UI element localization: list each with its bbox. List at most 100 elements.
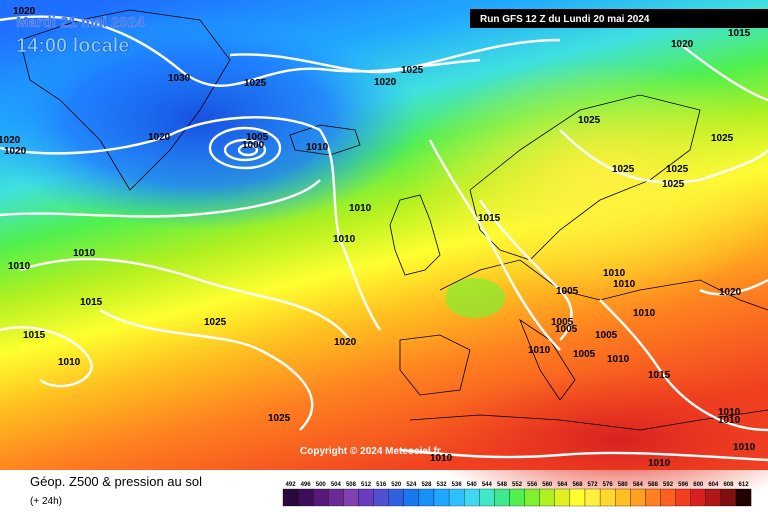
isobar-label: 1010	[607, 354, 630, 365]
color-swatch	[524, 488, 540, 507]
colorbar-label: 560	[542, 482, 553, 488]
colorbar-label: 540	[467, 482, 478, 488]
color-swatch	[403, 488, 420, 507]
colorbar-label: 524	[406, 482, 417, 488]
colorbar-label: 576	[603, 482, 614, 488]
colorbar-label: 548	[497, 482, 508, 488]
color-swatch	[554, 488, 571, 507]
color-swatch	[660, 488, 676, 507]
color-swatch	[418, 488, 435, 507]
run-label: Run GFS 12 Z du Lundi 20 mai 2024	[480, 14, 650, 25]
color-swatch	[705, 488, 722, 507]
colorbar-label: 508	[346, 482, 357, 488]
isobar-label: 1010	[8, 261, 31, 272]
isobar-label: 1015	[23, 330, 46, 341]
isobar-label: 1030	[168, 73, 191, 84]
isobar-label: 1020	[334, 337, 357, 348]
colorbar-label: 596	[678, 482, 689, 488]
colorbar-label: 520	[391, 482, 402, 488]
color-swatch	[448, 488, 465, 507]
colorbar-label: 496	[301, 482, 312, 488]
isobar-label: 1010	[73, 248, 96, 259]
color-swatch	[282, 488, 299, 507]
date-label: Mardi 21 mai 2024	[16, 14, 145, 31]
color-swatch	[464, 488, 480, 507]
colorbar-label: 584	[633, 482, 644, 488]
hot-area	[420, 370, 768, 510]
isobar-label: 1025	[401, 65, 424, 76]
color-swatch	[433, 488, 450, 507]
color-swatch	[297, 488, 314, 507]
color-swatch	[373, 488, 389, 507]
colorbar-label: 588	[648, 482, 659, 488]
isobar-label: 1010	[733, 442, 756, 453]
isobar-label: 1020	[374, 77, 397, 88]
isobar-label: 1010	[603, 268, 626, 279]
isobar-label: 1015	[728, 28, 751, 39]
isobar-labels: 1015 1020 1025 1020 1030 1025 1020 1020 1020 1020…	[0, 6, 756, 469]
isobar-label: 1010	[349, 203, 372, 214]
isobar-label: 1005	[555, 324, 578, 335]
color-swatch	[358, 488, 374, 507]
colorbar-label: 492	[286, 482, 297, 488]
isobar-label: 1010	[58, 357, 81, 368]
isobar-label: 1010	[718, 407, 741, 418]
colorbar-label: 528	[421, 482, 432, 488]
isobar-label: 1025	[578, 115, 601, 126]
isobar-label: 1015	[648, 370, 671, 381]
isobar-label: 1010	[333, 234, 356, 245]
isobar-label: 1010	[430, 453, 453, 464]
color-swatch	[479, 488, 495, 507]
isobar-label: 1010	[306, 142, 329, 153]
isobar-label: 1005	[246, 132, 269, 143]
isobar-label: 1010	[718, 415, 741, 426]
color-swatch	[509, 488, 525, 507]
isobar-label: 1010	[528, 345, 551, 356]
colorbar-label: 592	[663, 482, 674, 488]
isobar-label: 1015	[80, 297, 103, 308]
colorbar-label: 600	[693, 482, 704, 488]
color-swatch	[615, 488, 631, 507]
colorbar-label: 612	[739, 482, 750, 488]
colorbar-label: 544	[482, 482, 493, 488]
isobar-label: 1025	[612, 164, 635, 175]
color-swatch	[494, 488, 510, 507]
cut-off	[445, 278, 505, 318]
time-label: 14:00 locale	[16, 35, 129, 57]
isobar-label: 1025	[204, 317, 227, 328]
colorbar-label: 556	[527, 482, 538, 488]
copyright: Copyright © 2024 Meteociel.fr	[300, 446, 441, 457]
color-swatch	[630, 488, 646, 507]
color-swatch	[645, 488, 661, 507]
colorbar-label: 552	[512, 482, 523, 488]
color-swatch	[313, 488, 329, 507]
ridge-area	[400, 60, 768, 300]
color-swatch	[584, 488, 601, 507]
isobar-label: 1025	[711, 133, 734, 144]
isobar-label: 1005	[573, 349, 596, 360]
color-swatch	[675, 488, 691, 507]
isobar-label: 1020	[719, 287, 742, 298]
isobar-label: 1020	[13, 6, 36, 17]
colorbar-label: 504	[331, 482, 342, 488]
color-swatch	[735, 488, 752, 507]
colorbar-label: 604	[708, 482, 719, 488]
isobar-label: 1005	[551, 317, 574, 328]
colorbar-label: 564	[557, 482, 568, 488]
isobar-label: 1000	[242, 140, 265, 151]
color-swatch	[569, 488, 586, 507]
isobar-label: 1020	[148, 132, 171, 143]
colorbar-label: 608	[723, 482, 734, 488]
isobar-label: 1025	[244, 78, 267, 89]
color-swatch	[343, 488, 359, 507]
isobar-label: 1020	[671, 39, 694, 50]
isobar-label: 1025	[666, 164, 689, 175]
colorbar: 492 496 500 504 508 512 516 520 524 528 532 536 540 5…	[282, 482, 752, 507]
colorbar-label: 580	[618, 482, 629, 488]
isobar-label: 1005	[556, 286, 579, 297]
colorbar-label: 512	[361, 482, 372, 488]
footer-lead: (+ 24h)	[30, 496, 62, 507]
